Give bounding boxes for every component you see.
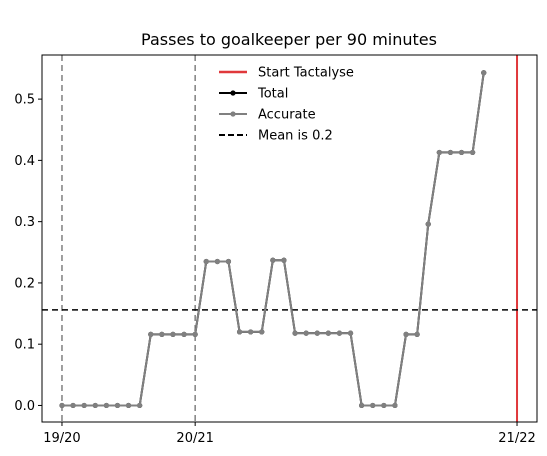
data-point-accurate xyxy=(137,402,143,409)
axes: 0.0 0.1 0.2 0.3 0.4 0.5 19/20 20/21 21/22 xyxy=(14,54,538,446)
data-point-accurate xyxy=(159,331,165,337)
reference-lines xyxy=(42,55,537,422)
data-point-accurate xyxy=(381,402,387,409)
data-point-accurate xyxy=(314,330,320,336)
y-tick-label: 0.1 xyxy=(14,338,35,353)
data-point-accurate xyxy=(259,329,265,335)
data-point-accurate xyxy=(303,330,309,336)
y-tick-label: 0.5 xyxy=(14,93,35,108)
y-tick-label: 0.0 xyxy=(14,399,35,414)
legend-label-accurate: Accurate xyxy=(258,108,316,123)
data-point-accurate xyxy=(92,402,98,409)
data-point-accurate xyxy=(281,257,287,263)
series-line-accurate xyxy=(61,72,485,407)
legend-marker xyxy=(230,90,236,96)
data-point-accurate xyxy=(170,331,176,337)
series-layer xyxy=(59,70,487,409)
data-point-accurate xyxy=(148,331,154,337)
x-tick-label: 20/21 xyxy=(176,431,213,446)
data-point-accurate xyxy=(458,149,465,156)
data-point-accurate xyxy=(248,329,254,335)
data-point-accurate xyxy=(214,258,220,265)
chart-title: Passes to goalkeeper per 90 minutes xyxy=(141,30,437,49)
data-point-accurate xyxy=(325,330,331,336)
data-point-accurate xyxy=(481,70,487,76)
data-point-accurate xyxy=(225,258,232,265)
data-point-accurate xyxy=(181,331,187,337)
data-point-accurate xyxy=(270,257,276,263)
x-tick-label: 19/20 xyxy=(43,431,80,446)
data-point-accurate xyxy=(392,402,398,409)
data-point-accurate xyxy=(370,402,376,409)
data-point-accurate xyxy=(81,402,87,409)
data-point-accurate xyxy=(359,402,365,409)
data-point-accurate xyxy=(425,221,431,227)
plot-frame xyxy=(41,54,538,423)
y-tick-label: 0.3 xyxy=(14,215,35,230)
legend-label-total: Total xyxy=(257,87,288,102)
data-point-accurate xyxy=(203,258,209,265)
legend-marker xyxy=(230,111,236,117)
y-tick-label: 0.2 xyxy=(14,276,35,291)
data-point-accurate xyxy=(103,402,109,409)
data-point-accurate xyxy=(292,330,298,336)
data-point-accurate xyxy=(125,402,132,409)
data-point-accurate xyxy=(436,149,442,156)
data-point-accurate xyxy=(447,149,454,156)
data-point-accurate xyxy=(59,402,65,409)
data-point-accurate xyxy=(470,149,476,156)
data-point-accurate xyxy=(336,330,343,336)
data-point-accurate xyxy=(70,402,76,409)
data-point-accurate xyxy=(403,331,409,337)
data-point-accurate xyxy=(192,331,198,337)
series-line-total xyxy=(61,72,485,407)
data-point-accurate xyxy=(414,331,420,337)
legend-label-mean-is-0-2: Mean is 0.2 xyxy=(258,129,333,144)
y-tick-label: 0.4 xyxy=(14,154,35,169)
data-point-accurate xyxy=(347,330,354,336)
data-point-accurate xyxy=(236,329,243,335)
x-tick-label: 21/22 xyxy=(498,431,535,446)
legend-label-start-tactalyse: Start Tactalyse xyxy=(258,66,354,81)
data-point-accurate xyxy=(114,402,121,409)
legend: Start Tactalyse Total Accurate Mean is 0.2 xyxy=(219,66,354,144)
